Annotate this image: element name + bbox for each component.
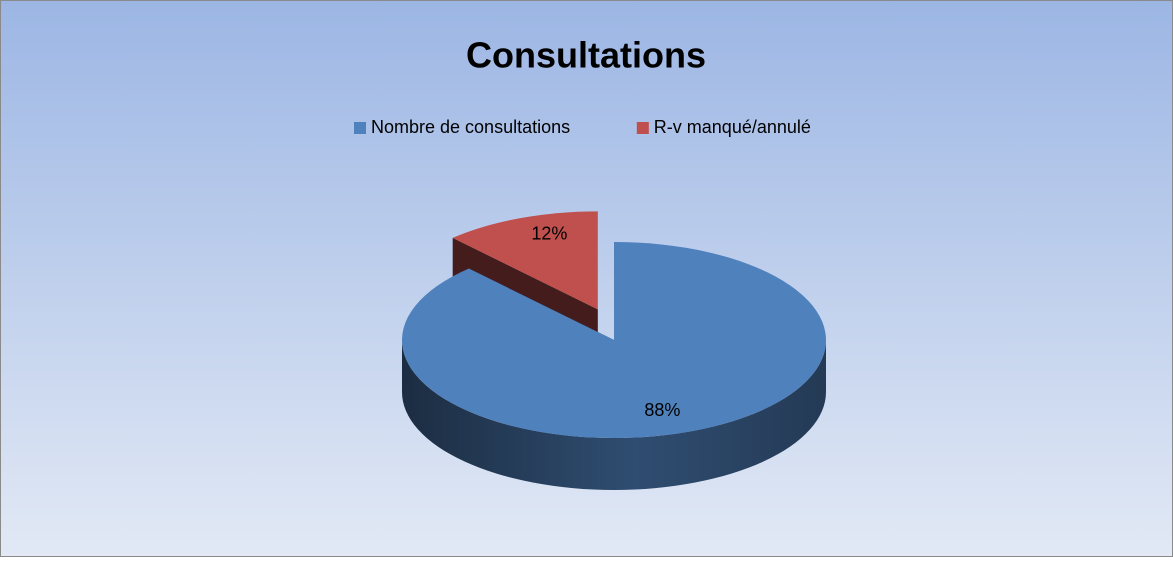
legend-swatch [354,122,366,134]
pie: 12% 88% [402,211,827,490]
data-label: 12% [531,224,567,244]
slice [402,242,827,438]
chart-title: Consultations [466,35,706,76]
legend-label: R-v manqué/annulé [654,117,811,137]
legend-label: Nombre de consultations [371,117,570,137]
slice-side [402,340,826,490]
data-label: 88% [644,400,680,420]
legend-swatch [636,122,649,134]
slice [452,211,598,310]
